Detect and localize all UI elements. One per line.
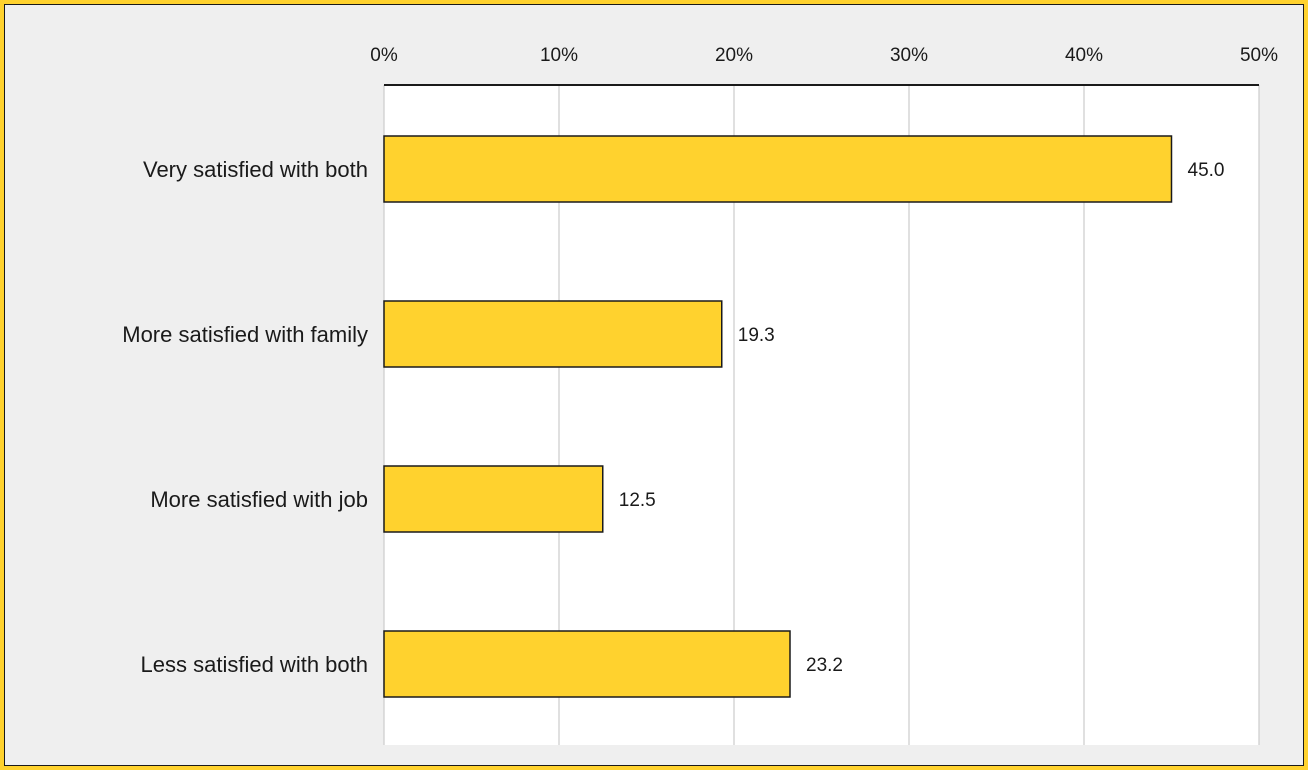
category-label: More satisfied with family (122, 322, 368, 347)
bar-chart: 0% 10% 20% 30% 40% 50% Very satisfied with bo… (122, 45, 1278, 745)
category-label: More satisfied with job (150, 487, 368, 512)
category-label: Very satisfied with both (143, 157, 368, 182)
x-tick-label: 20% (715, 45, 753, 66)
value-label: 23.2 (806, 655, 843, 676)
value-label: 19.3 (738, 325, 775, 346)
chart-panel: 0% 10% 20% 30% 40% 50% Very satisfied with bo… (4, 4, 1304, 766)
bar (383, 465, 604, 533)
bar (383, 300, 723, 368)
x-axis-ticks: 0% 10% 20% 30% 40% 50% (370, 45, 1278, 66)
bars (383, 135, 1173, 698)
bar (383, 135, 1173, 203)
value-label: 45.0 (1188, 160, 1225, 181)
value-label: 12.5 (619, 490, 656, 511)
x-tick-label: 10% (540, 45, 578, 66)
x-tick-label: 0% (370, 45, 398, 66)
category-labels: Very satisfied with both More satisfied w… (122, 157, 368, 677)
bar (383, 630, 791, 698)
x-tick-label: 30% (890, 45, 928, 66)
value-labels: 45.0 19.3 12.5 23.2 (619, 160, 1225, 676)
x-tick-label: 50% (1240, 45, 1278, 66)
x-tick-label: 40% (1065, 45, 1103, 66)
category-label: Less satisfied with both (141, 652, 368, 677)
